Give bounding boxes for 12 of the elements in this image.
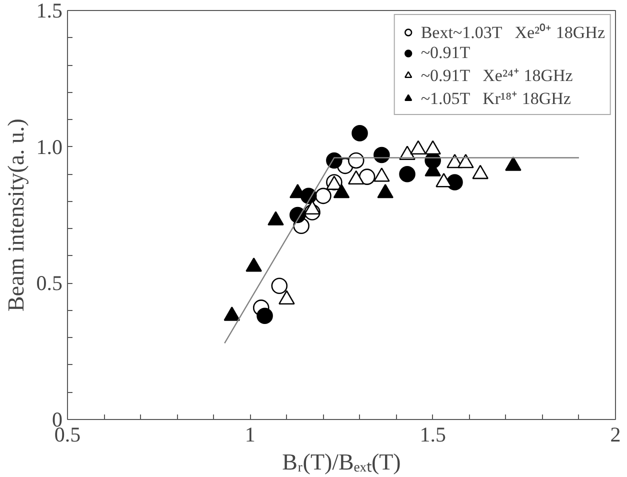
y-axis-title: Beam intensity(a. u.) xyxy=(3,118,28,312)
x-tick-label: 2 xyxy=(610,422,621,446)
x-tick-label: 1.5 xyxy=(420,422,446,446)
legend-label: ~0.91T Xe²⁴⁺ 18GHz xyxy=(420,65,573,86)
x-tick-label: 1 xyxy=(244,422,256,446)
y-tick-label: 1.0 xyxy=(36,134,62,159)
y-tick-label: 1.5 xyxy=(36,0,62,22)
legend-label: ~0.91T xyxy=(420,43,470,63)
y-tick-label: 0.5 xyxy=(36,271,62,296)
legend-label: ~1.05T Kr¹⁸⁺ 18GHz xyxy=(420,88,571,109)
legend-label: Bext~1.03T Xe²⁰⁺ 18GHz xyxy=(420,22,605,43)
x-axis-title: Bᵣ(T)/Bₑₓₜ(T) xyxy=(282,450,401,474)
